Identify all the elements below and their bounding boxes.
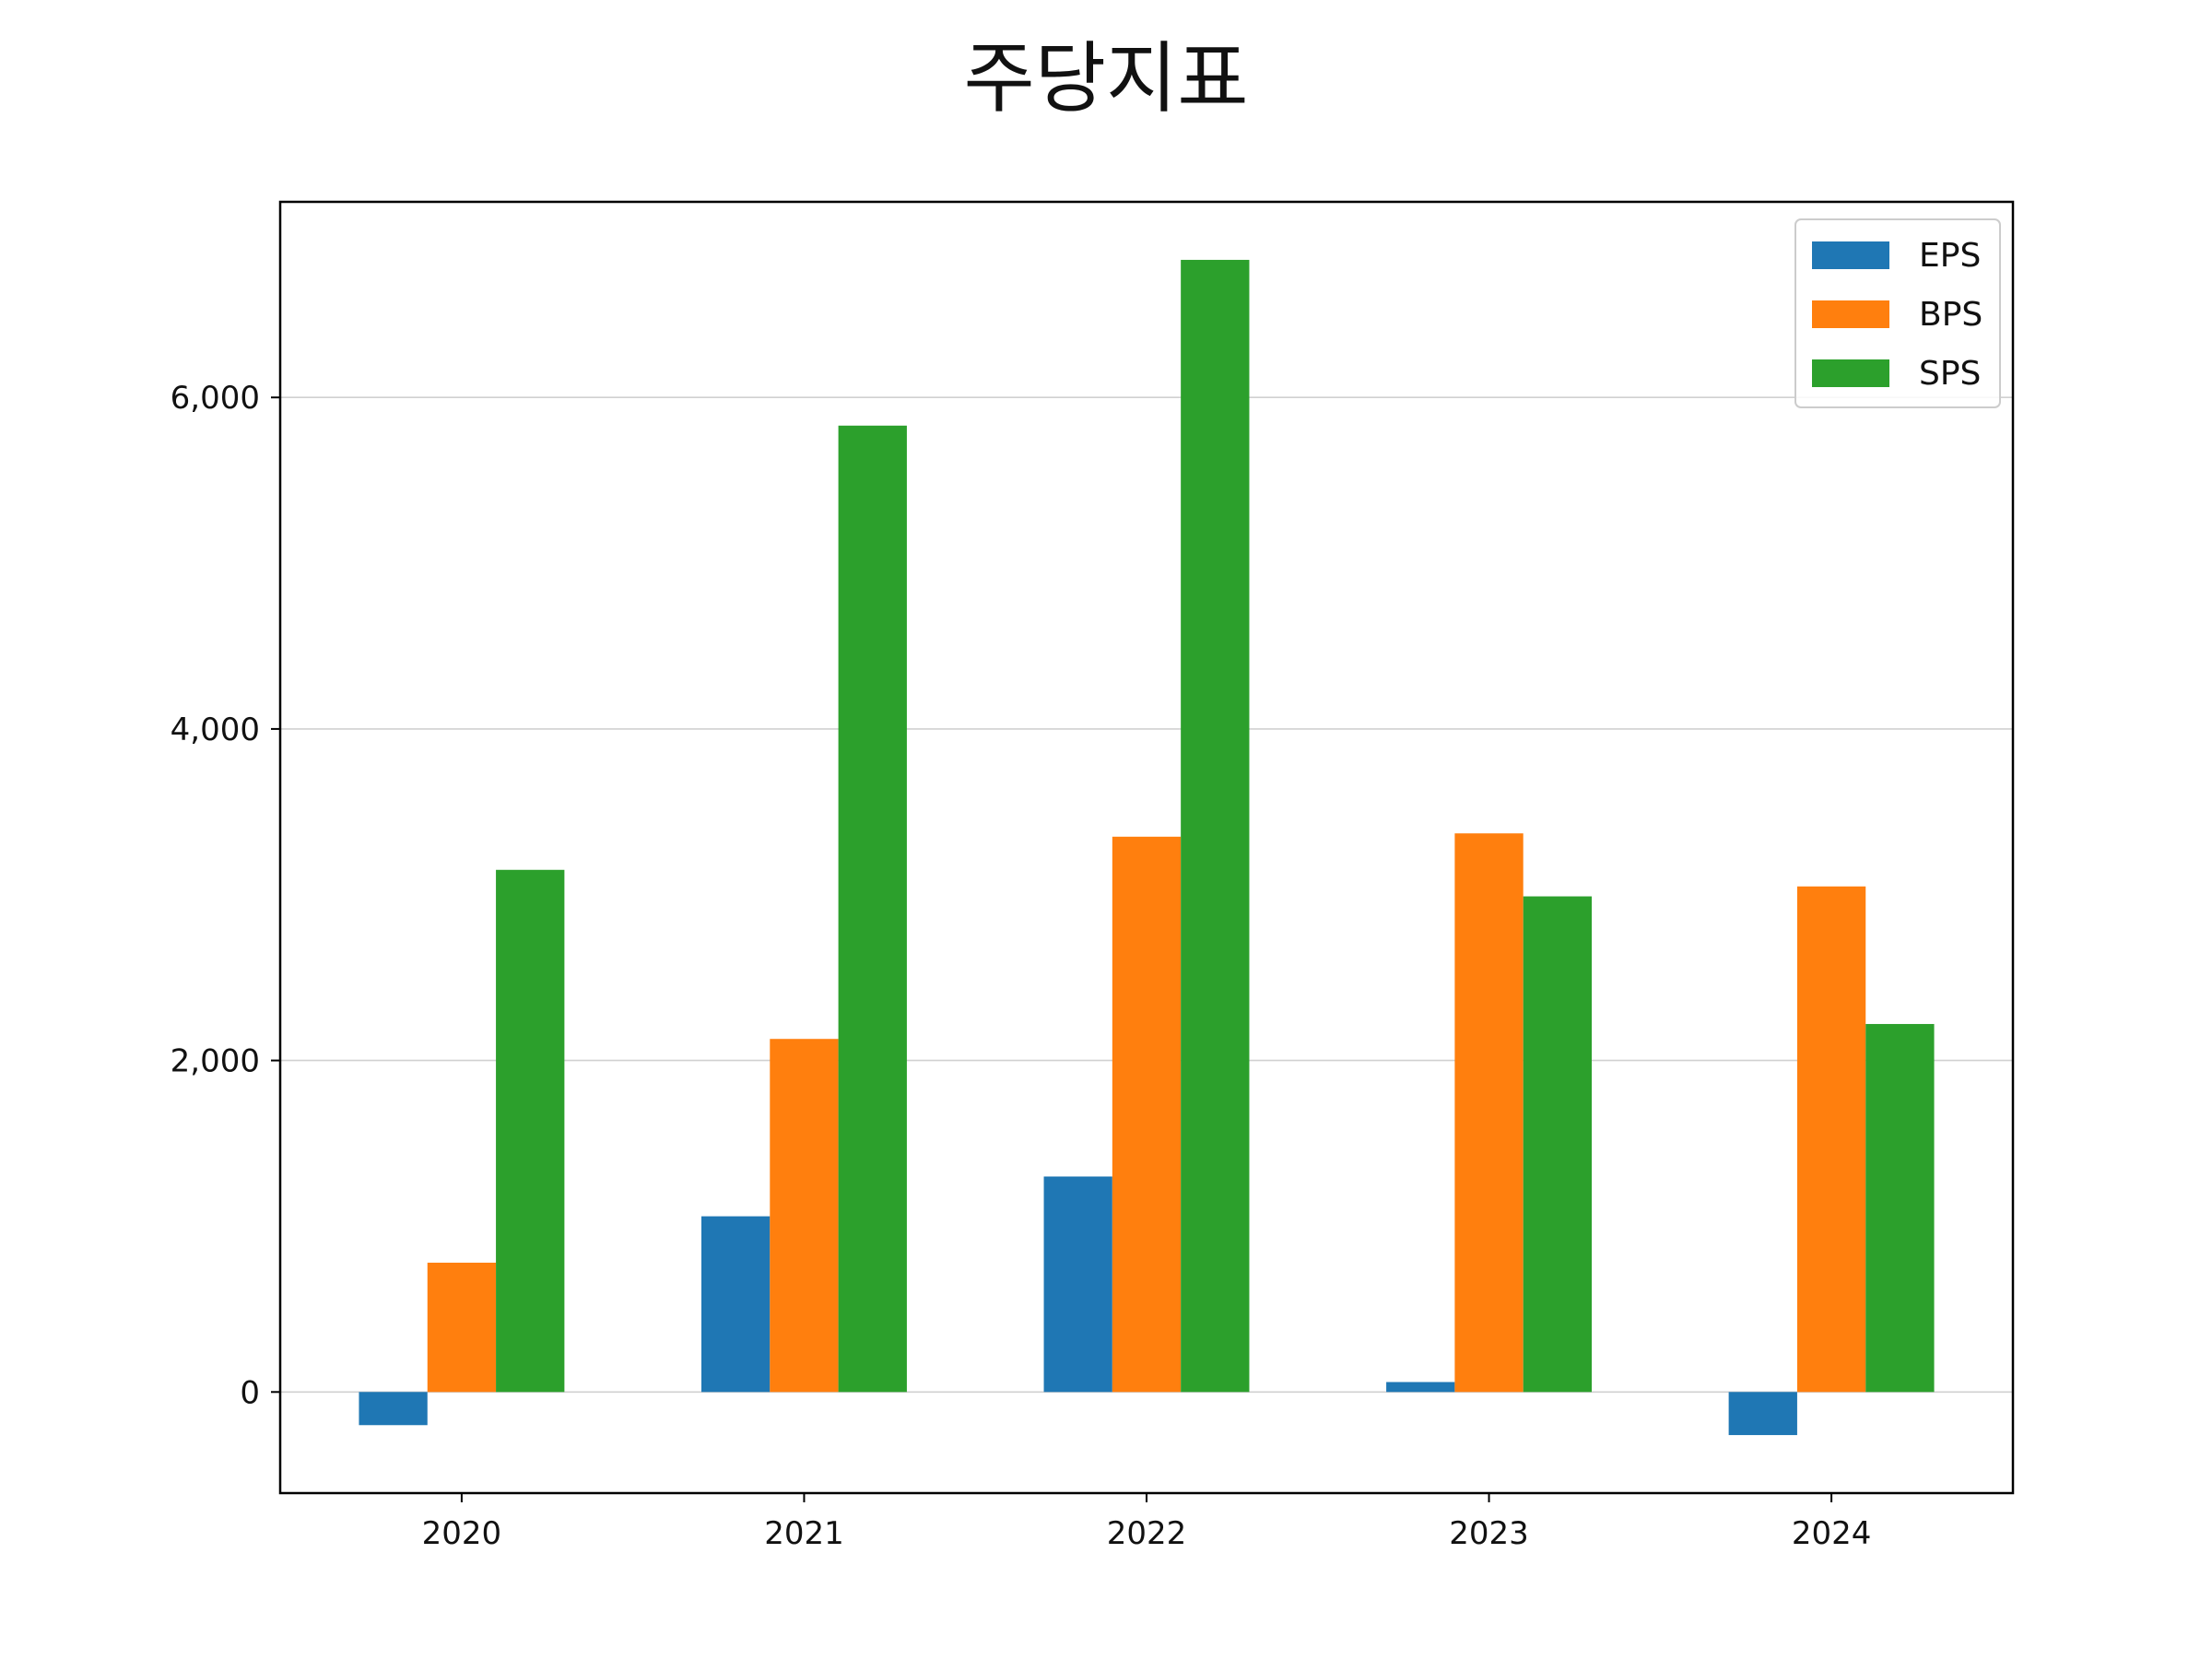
x-tick-label: 2020	[422, 1515, 502, 1552]
bar-bps	[1796, 886, 1866, 1393]
bar-bps	[1112, 836, 1182, 1393]
bar-sps	[1523, 896, 1593, 1393]
legend-swatch-bps	[1812, 300, 1889, 328]
legend-label-sps: SPS	[1919, 355, 1981, 393]
chart-title: 주당지표	[963, 33, 1249, 124]
legend-label-eps: EPS	[1919, 237, 1981, 275]
bar-sps	[1181, 259, 1250, 1393]
x-tick-label: 2024	[1792, 1515, 1872, 1552]
x-tick-label: 2021	[764, 1515, 844, 1552]
legend: EPS BPS SPS	[1794, 218, 2001, 408]
x-tick-label: 2022	[1107, 1515, 1187, 1552]
bar-sps	[838, 425, 907, 1393]
bar-bps	[1454, 833, 1524, 1393]
y-tick-label: 6,000	[171, 380, 260, 417]
bar-bps	[770, 1039, 839, 1393]
legend-swatch-eps	[1812, 241, 1889, 269]
y-tick-label: 2,000	[171, 1043, 260, 1080]
legend-swatch-sps	[1812, 359, 1889, 387]
axis-ticks: 0 2,000 4,000 6,000 2020 2021 2022 2023 2024	[171, 380, 1872, 1552]
bar-eps	[359, 1392, 428, 1426]
y-tick-label: 4,000	[171, 712, 260, 748]
x-tick-label: 2023	[1449, 1515, 1529, 1552]
bar-bps	[427, 1263, 497, 1393]
bar-eps	[1728, 1392, 1797, 1436]
y-tick-label: 0	[240, 1374, 260, 1411]
legend-label-bps: BPS	[1919, 296, 1983, 334]
bar-eps	[700, 1216, 771, 1393]
bar-sps	[1865, 1024, 1935, 1393]
bar-sps	[496, 869, 565, 1393]
bar-eps	[1043, 1176, 1112, 1393]
bar-eps	[1386, 1382, 1455, 1393]
bars	[359, 259, 1935, 1436]
